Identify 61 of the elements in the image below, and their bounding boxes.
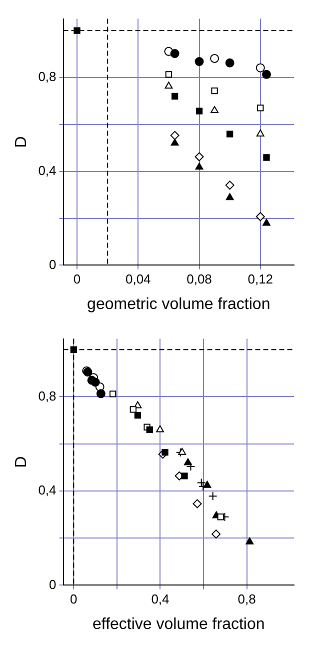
y-tick-label: 0 xyxy=(49,576,56,592)
x-tick-label: 0,4 xyxy=(151,592,170,607)
point xyxy=(210,54,220,63)
point xyxy=(256,212,265,222)
y-axis-title: D xyxy=(13,136,30,148)
point xyxy=(134,412,142,419)
point xyxy=(96,389,106,398)
point xyxy=(178,448,186,455)
point xyxy=(171,92,178,100)
y-tick-label: 0,8 xyxy=(38,69,56,84)
point xyxy=(225,58,234,68)
x-tick-label: 0,12 xyxy=(248,272,274,287)
x-tick-label: 0 xyxy=(73,272,81,287)
y-axis-title: D xyxy=(13,456,30,468)
x-tick-label: 0,8 xyxy=(238,592,256,607)
x-tick-label: 0 xyxy=(70,592,78,607)
point xyxy=(165,71,172,78)
point xyxy=(226,193,234,200)
point xyxy=(192,499,202,508)
point xyxy=(210,106,219,114)
point xyxy=(156,425,164,432)
point xyxy=(74,27,80,34)
point xyxy=(194,152,204,162)
point xyxy=(184,458,192,466)
point xyxy=(162,449,168,456)
point xyxy=(146,426,153,434)
point xyxy=(262,218,270,226)
point xyxy=(194,57,204,66)
point xyxy=(256,130,264,137)
point xyxy=(262,70,271,79)
point xyxy=(70,346,77,353)
point xyxy=(195,162,204,170)
point xyxy=(170,130,180,140)
point xyxy=(217,514,224,520)
x-axis-title: effective volume fraction xyxy=(92,616,265,633)
x-tick-label: 0,08 xyxy=(186,272,212,287)
point xyxy=(246,537,254,544)
point xyxy=(130,406,137,413)
x-tick-label: 0,04 xyxy=(125,272,151,287)
point xyxy=(211,88,218,94)
y-tick-label: 0,4 xyxy=(38,482,56,498)
point xyxy=(203,480,212,488)
point xyxy=(170,138,179,146)
point xyxy=(256,63,265,72)
point xyxy=(181,472,188,480)
point xyxy=(110,390,116,398)
point xyxy=(196,108,203,114)
x-axis-title: geometric volume fraction xyxy=(87,296,270,313)
point xyxy=(212,530,221,539)
point xyxy=(226,130,234,138)
point xyxy=(257,104,264,112)
y-tick-label: 0,8 xyxy=(38,388,56,404)
y-tick-label: 0 xyxy=(49,256,56,272)
point xyxy=(170,49,180,58)
point xyxy=(225,180,234,190)
point xyxy=(164,82,173,89)
point xyxy=(263,154,270,161)
point xyxy=(90,378,100,387)
point xyxy=(186,462,196,471)
point xyxy=(208,492,218,501)
y-tick-label: 0,4 xyxy=(38,162,56,178)
